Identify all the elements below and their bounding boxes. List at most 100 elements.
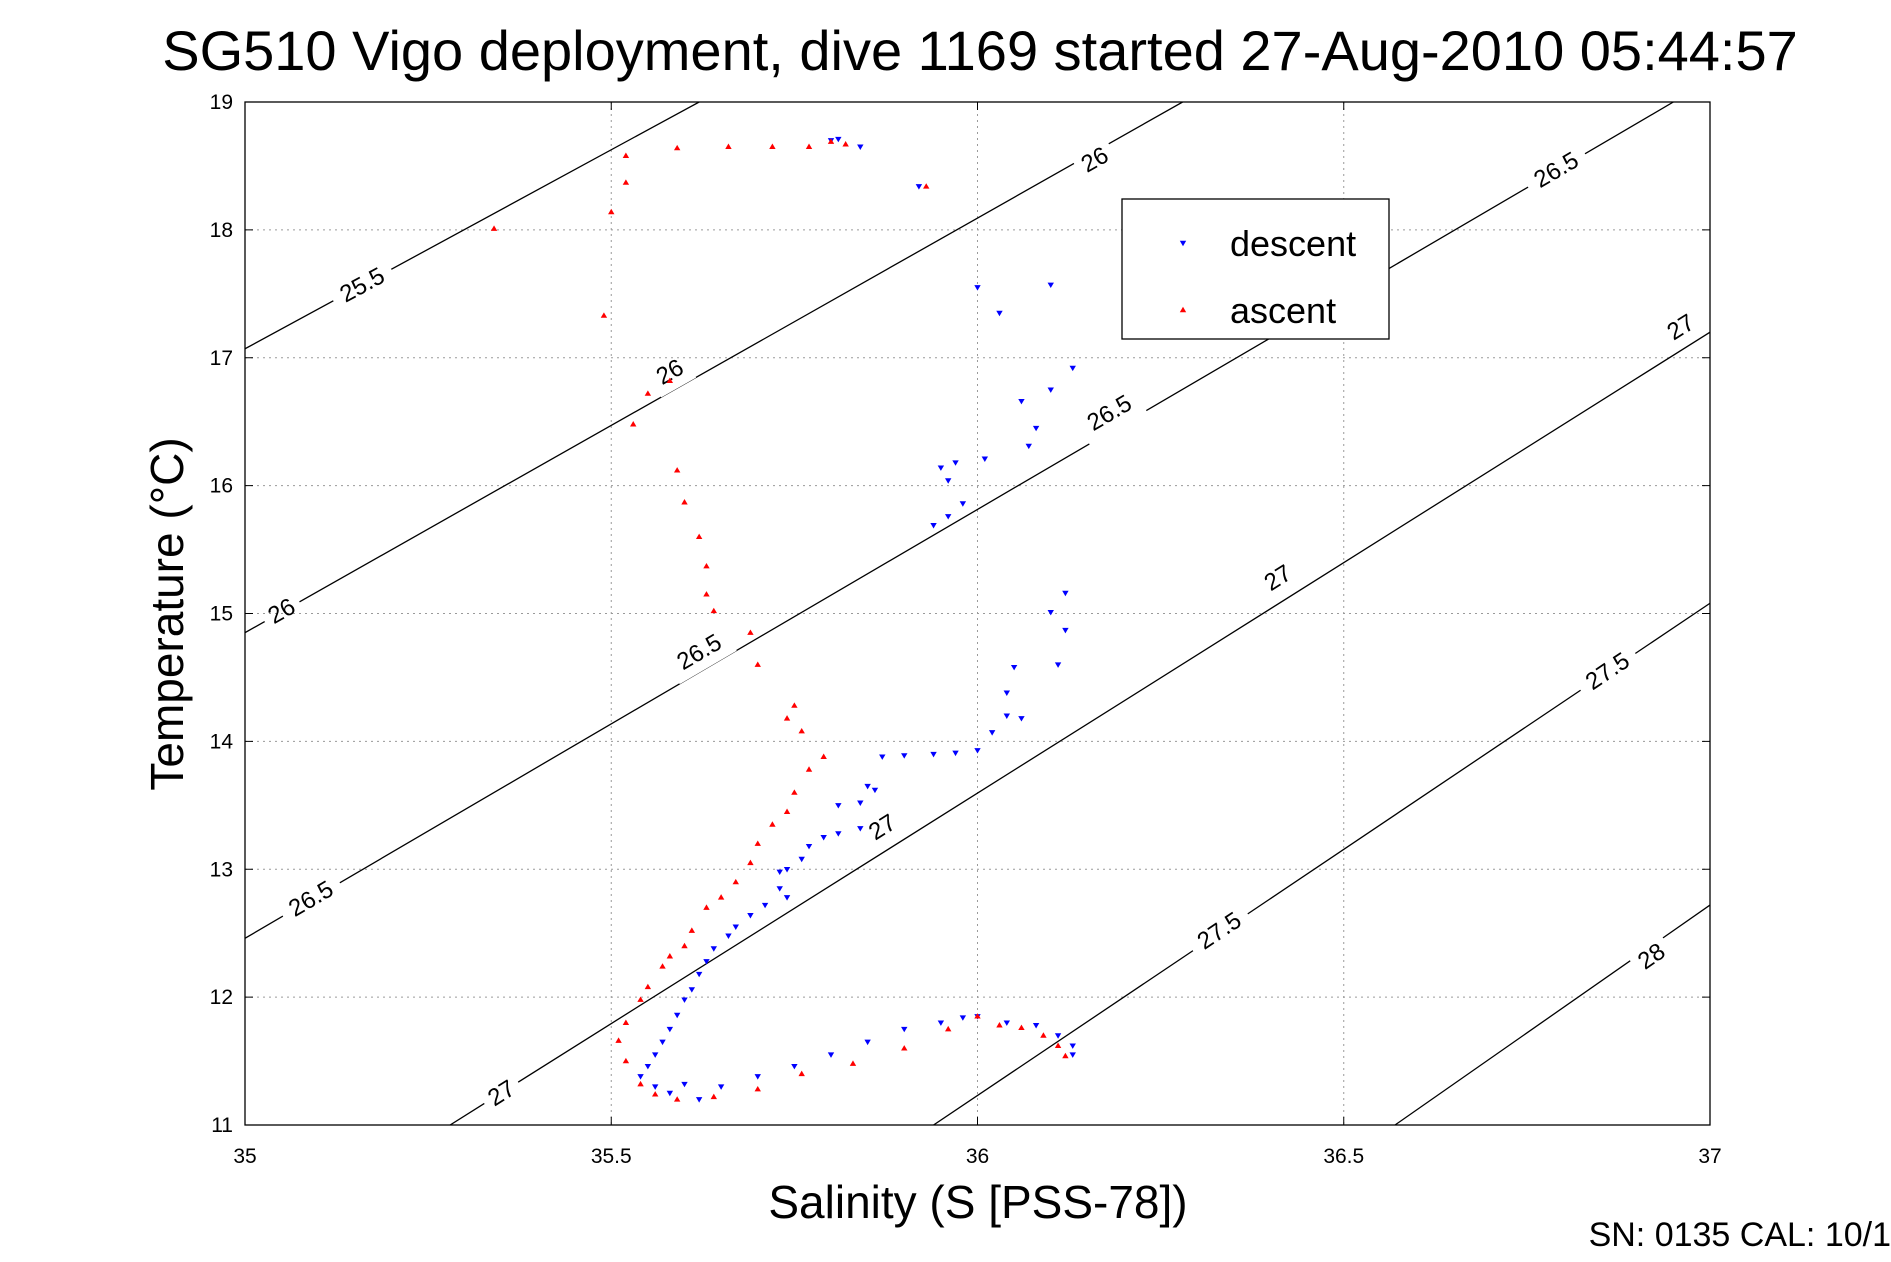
descent-point	[1062, 590, 1069, 597]
descent-point	[783, 867, 791, 873]
ascent-point	[754, 1085, 761, 1092]
ascent-point	[1040, 1032, 1047, 1038]
density-contour-line	[1394, 904, 1710, 1125]
descent-point	[952, 750, 959, 757]
descent-point	[732, 924, 739, 930]
descent-point	[644, 1063, 652, 1070]
descent-point	[1069, 1043, 1076, 1049]
ascent-point	[600, 312, 608, 318]
descent-point	[783, 895, 791, 901]
ascent-point	[747, 629, 754, 635]
descent-point	[901, 1026, 908, 1033]
descent-point	[805, 843, 813, 850]
ascent-point	[622, 1057, 630, 1064]
descent-point	[901, 753, 908, 759]
contour-label: 26.5	[672, 629, 726, 676]
density-contour-line	[245, 102, 700, 350]
descent-point	[945, 478, 952, 484]
descent-point	[827, 1052, 835, 1058]
descent-point	[1025, 443, 1032, 450]
descent-point	[945, 514, 952, 520]
contour-label: 28	[1633, 938, 1670, 975]
descent-point	[1054, 662, 1062, 668]
descent-point	[798, 856, 805, 863]
x-axis-label: Salinity (S [PSS-78])	[768, 1176, 1187, 1228]
legend-box	[1121, 198, 1390, 340]
ascent-point	[622, 152, 630, 158]
x-tick-label: 36.5	[1323, 1145, 1364, 1168]
y-tick-label: 11	[211, 1114, 233, 1137]
descent-point	[871, 787, 879, 794]
descent-point	[988, 730, 996, 736]
ascent-point	[637, 996, 644, 1002]
descent-point	[1047, 387, 1054, 393]
descent-point	[1069, 365, 1076, 372]
legend-marker-ascent	[1179, 306, 1187, 313]
ascent-point	[681, 942, 688, 949]
ascent-point	[827, 138, 835, 144]
legend-marker-descent-glyph	[1179, 240, 1187, 247]
descent-point	[974, 285, 981, 291]
descent-point	[695, 971, 703, 978]
ascent-point	[769, 821, 776, 827]
ascent-point	[783, 715, 791, 721]
ascent-point	[703, 562, 710, 569]
ascent-point	[681, 499, 688, 505]
descent-point	[673, 1012, 681, 1019]
descent-point	[725, 933, 732, 939]
descent-point	[637, 1074, 644, 1080]
ascent-point	[666, 953, 674, 959]
descent-point	[681, 1081, 688, 1088]
descent-point	[681, 997, 688, 1003]
descent-point	[930, 523, 937, 529]
y-tick-label: 13	[210, 858, 233, 881]
descent-point	[747, 913, 754, 919]
density-contour-line	[245, 102, 1674, 939]
descent-point	[835, 136, 842, 143]
descent-point	[864, 1039, 871, 1046]
contour-label: 27	[864, 809, 901, 846]
descent-point	[820, 835, 827, 841]
descent-point	[695, 1097, 703, 1103]
descent-point	[761, 902, 769, 909]
descent-point	[1018, 398, 1025, 405]
descent-point	[959, 501, 967, 507]
ascent-point	[945, 1025, 952, 1032]
x-tick-label: 35	[233, 1145, 256, 1168]
contour-label: 26.5	[284, 876, 338, 923]
descent-point	[776, 886, 783, 892]
descent-point	[1054, 1033, 1062, 1039]
descent-point	[666, 1026, 674, 1033]
contour-label: 26	[1077, 142, 1114, 179]
ascent-point	[717, 894, 725, 900]
descent-point	[1032, 425, 1040, 432]
contour-label: 26	[264, 593, 301, 630]
descent-point	[1047, 282, 1054, 289]
ascent-point	[490, 225, 498, 231]
descent-point	[703, 959, 710, 965]
ascent-point	[1054, 1042, 1062, 1048]
contour-label: 27	[1662, 309, 1699, 346]
descent-point	[688, 987, 696, 993]
descent-point	[659, 1039, 666, 1046]
ascent-point	[630, 421, 637, 427]
y-tick-label: 17	[210, 347, 233, 370]
density-contour-line	[449, 331, 1710, 1125]
ascent-point	[842, 140, 849, 147]
ascent-point	[849, 1060, 857, 1066]
ascent-point	[996, 1022, 1003, 1028]
y-tick-label: 14	[210, 730, 234, 753]
descent-point	[937, 1020, 945, 1026]
contour-label: 26.5	[1529, 147, 1583, 194]
x-tick-label: 36	[966, 1145, 989, 1168]
ascent-point	[688, 927, 696, 933]
ascent-point	[703, 591, 710, 597]
ascent-point	[798, 727, 805, 734]
ascent-point	[754, 840, 761, 846]
ascent-point	[901, 1045, 908, 1051]
legend-label-ascent: ascent	[1230, 290, 1336, 331]
ascent-point	[791, 789, 798, 795]
ascent-point	[725, 143, 732, 149]
serial-calibration-footer: SN: 0135 CAL: 10/1	[1589, 1216, 1891, 1254]
ascent-point	[710, 607, 717, 614]
